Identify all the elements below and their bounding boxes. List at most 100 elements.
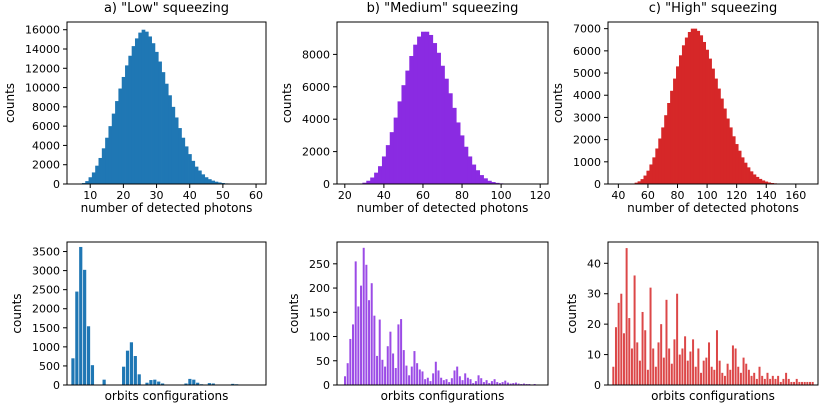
bar bbox=[506, 382, 509, 385]
bar bbox=[91, 172, 96, 184]
y-tick-label: 1000 bbox=[32, 341, 60, 354]
y-axis-label: counts bbox=[10, 293, 24, 333]
bar bbox=[676, 293, 679, 385]
bar bbox=[450, 378, 453, 385]
bar bbox=[445, 379, 448, 385]
bar bbox=[381, 156, 387, 184]
bar bbox=[344, 376, 347, 385]
bar bbox=[378, 166, 383, 184]
y-tick-label: 30 bbox=[587, 288, 601, 301]
bar bbox=[485, 380, 488, 385]
bar bbox=[729, 369, 732, 385]
bar bbox=[803, 381, 806, 385]
bar bbox=[657, 342, 660, 385]
y-tick-label: 10 bbox=[587, 349, 601, 362]
bar bbox=[413, 351, 416, 385]
bar bbox=[370, 177, 375, 184]
x-axis-label: orbits configurations bbox=[651, 389, 775, 403]
bar bbox=[201, 174, 206, 184]
x-axis-label: number of detected photons bbox=[81, 201, 253, 215]
x-tick-label: 40 bbox=[377, 189, 391, 202]
y-tick-label: 0 bbox=[323, 178, 330, 191]
bar bbox=[198, 170, 202, 184]
bar bbox=[168, 95, 172, 184]
bar bbox=[673, 78, 677, 184]
bar bbox=[758, 366, 761, 385]
bar bbox=[128, 55, 133, 184]
x-tick-label: 100 bbox=[491, 189, 512, 202]
bar bbox=[85, 181, 89, 184]
bar bbox=[741, 157, 745, 184]
bar bbox=[211, 383, 215, 385]
bar bbox=[504, 380, 507, 385]
bar bbox=[681, 348, 684, 385]
bar bbox=[138, 32, 143, 184]
bar bbox=[614, 327, 617, 385]
bar bbox=[134, 38, 139, 185]
bar bbox=[145, 382, 149, 385]
bar bbox=[129, 342, 134, 385]
bar bbox=[634, 182, 638, 184]
bar bbox=[413, 44, 418, 185]
bar bbox=[217, 182, 222, 184]
bar bbox=[684, 37, 689, 185]
bar bbox=[793, 381, 796, 385]
bar bbox=[101, 148, 106, 184]
x-tick-label: 30 bbox=[150, 189, 164, 202]
y-tick-label: 50 bbox=[316, 355, 330, 368]
bar bbox=[769, 378, 772, 385]
bar bbox=[681, 45, 686, 185]
bar bbox=[394, 368, 397, 385]
bar bbox=[384, 366, 387, 385]
bar bbox=[405, 70, 410, 184]
bar bbox=[726, 363, 729, 385]
bar bbox=[397, 101, 402, 184]
bar bbox=[442, 380, 445, 385]
bar bbox=[498, 383, 501, 385]
bar bbox=[753, 372, 756, 385]
bar bbox=[131, 46, 136, 184]
x-axis-label: orbits configurations bbox=[105, 389, 229, 403]
bar bbox=[641, 311, 644, 385]
bar bbox=[194, 166, 199, 184]
bar bbox=[141, 29, 146, 185]
y-tick-label: 5000 bbox=[573, 67, 601, 80]
bar bbox=[397, 324, 400, 385]
bar bbox=[637, 181, 641, 184]
bar bbox=[392, 353, 395, 385]
bar bbox=[723, 108, 727, 184]
bar bbox=[747, 167, 751, 184]
bar bbox=[495, 182, 500, 184]
bar bbox=[678, 55, 683, 184]
bar bbox=[421, 31, 426, 184]
bar bbox=[466, 377, 469, 385]
bar bbox=[493, 379, 496, 385]
bar bbox=[456, 122, 461, 184]
bar bbox=[432, 43, 438, 185]
x-tick-label: 120 bbox=[530, 189, 551, 202]
bar bbox=[125, 65, 129, 184]
bar bbox=[389, 132, 395, 184]
y-tick-label: 0 bbox=[323, 379, 330, 392]
bar bbox=[365, 264, 368, 385]
bar bbox=[661, 127, 665, 184]
bar bbox=[460, 135, 465, 184]
bar bbox=[708, 58, 712, 184]
bar bbox=[694, 366, 697, 385]
bar bbox=[153, 379, 157, 385]
bar bbox=[710, 366, 713, 385]
bar bbox=[469, 379, 472, 385]
bar bbox=[362, 247, 365, 385]
bar bbox=[483, 178, 488, 184]
bar bbox=[630, 348, 633, 385]
bar bbox=[154, 51, 159, 185]
bar bbox=[471, 164, 477, 184]
bar bbox=[708, 342, 711, 385]
bar bbox=[440, 377, 443, 385]
bar bbox=[761, 375, 764, 385]
chart-panel-6: 0 10 20 30 40 orbits configurations counts bbox=[565, 241, 819, 403]
bar bbox=[646, 369, 649, 385]
chart-title: a) "Low" squeezing bbox=[104, 1, 229, 16]
y-axis-label: counts bbox=[287, 293, 301, 333]
bar bbox=[702, 360, 705, 385]
